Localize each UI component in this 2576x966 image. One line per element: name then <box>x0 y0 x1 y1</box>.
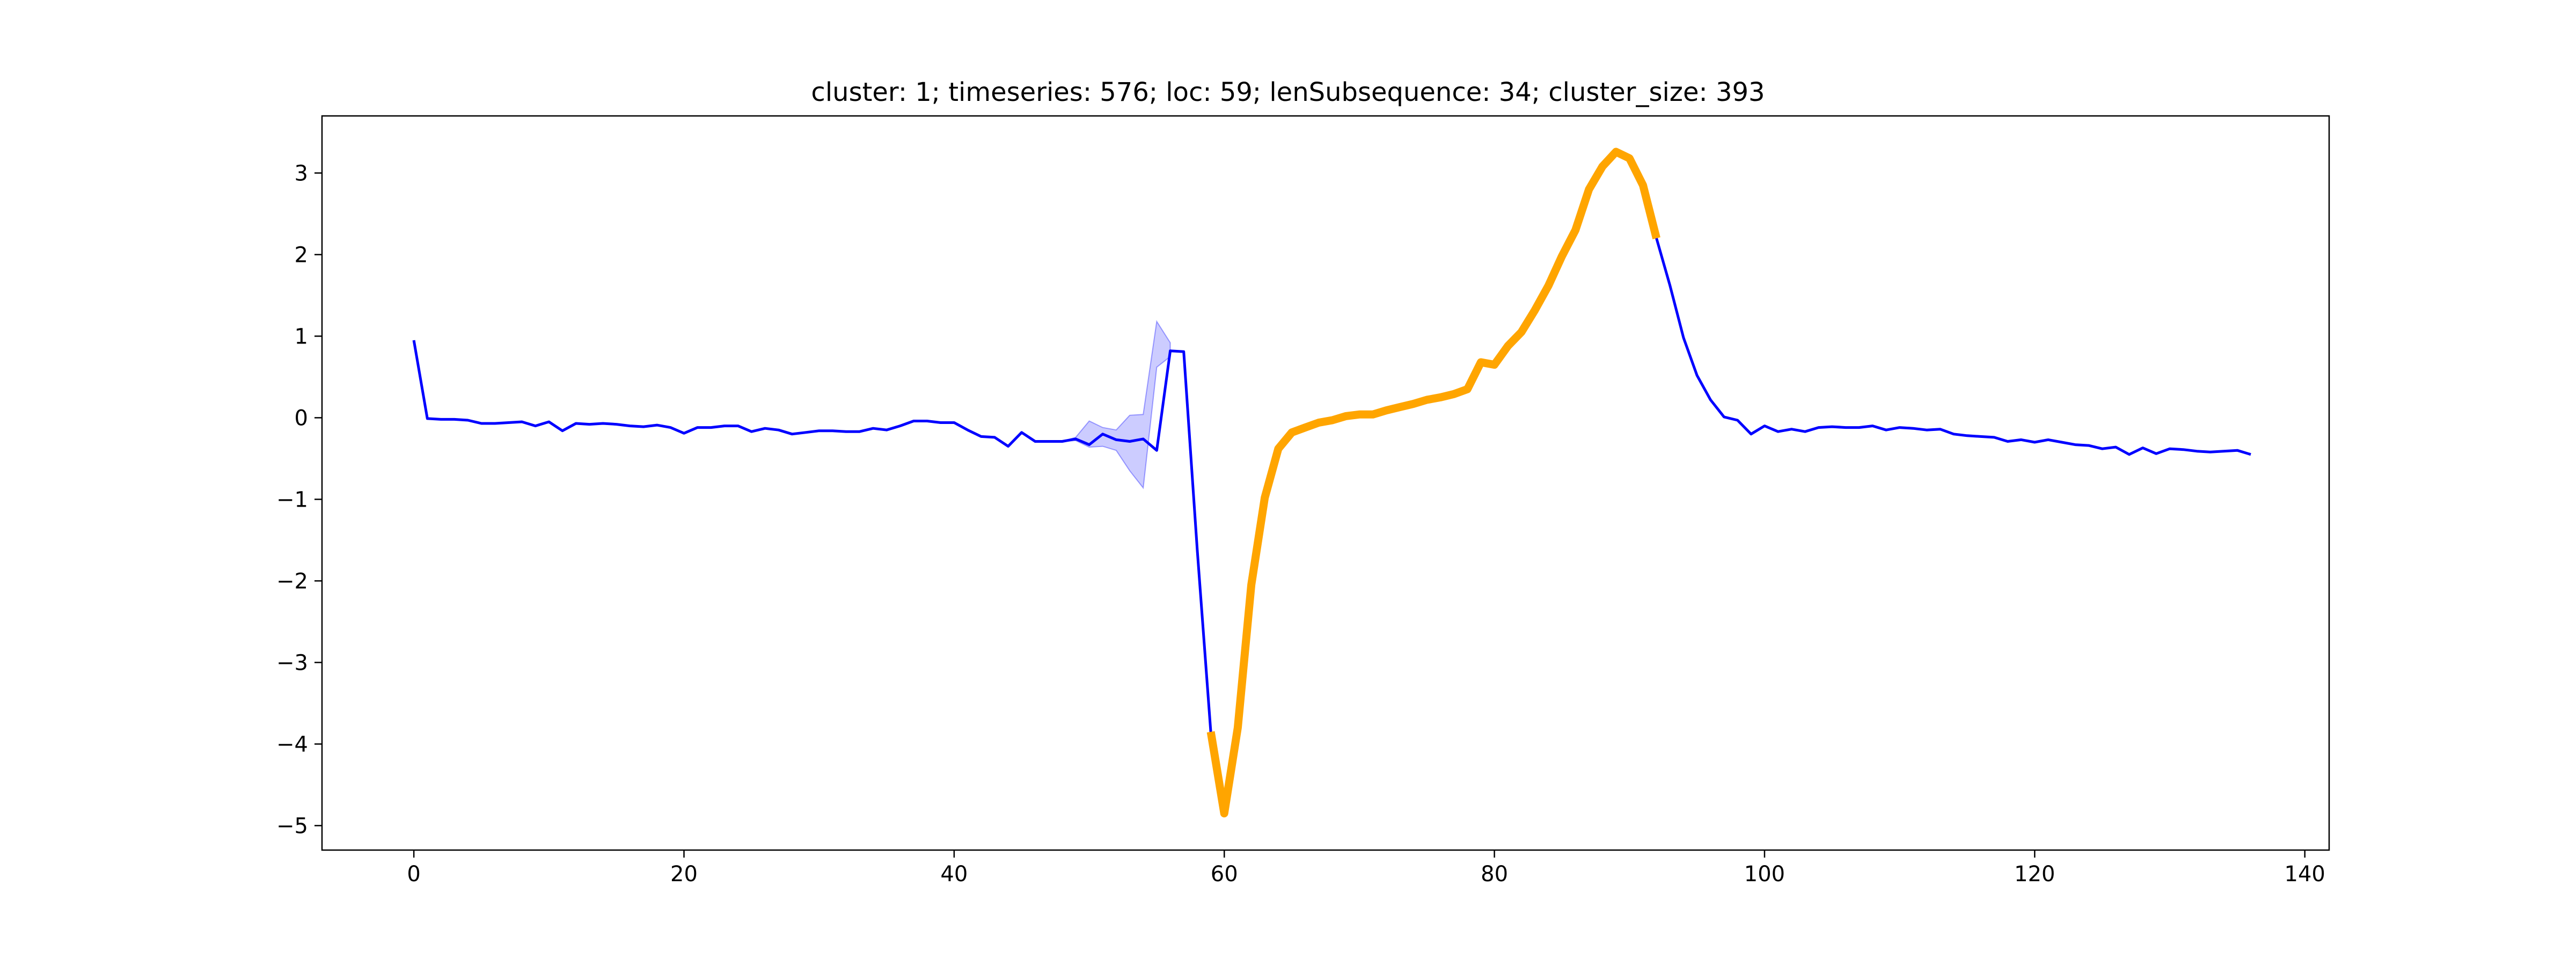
x-tick-label: 140 <box>2285 862 2325 887</box>
y-tick-label: −4 <box>276 732 308 757</box>
x-tick-label: 0 <box>407 862 420 887</box>
y-tick-label: 0 <box>295 406 308 430</box>
axes-frame <box>321 115 2330 851</box>
x-tick-label: 60 <box>1211 862 1238 887</box>
y-tick-label: −5 <box>276 814 308 838</box>
highlight-subsequence-line <box>1206 148 1660 818</box>
y-tick-label: 3 <box>295 161 308 186</box>
x-tick-label: 80 <box>1481 862 1508 887</box>
y-tick-label: −1 <box>276 487 308 512</box>
y-tick-label: −2 <box>276 569 308 594</box>
x-tick-label: 40 <box>940 862 968 887</box>
y-tick-label: 2 <box>295 243 308 267</box>
plot-area: 0 20 40 60 80 100 120 140 −5 −4 −3 −2 −1 0 1 2 3 <box>276 115 2330 887</box>
x-tick-label: 100 <box>1744 862 1785 887</box>
x-tick-label: 20 <box>670 862 698 887</box>
chart-title: cluster: 1; timeseries: 576; loc: 59; le… <box>811 77 1765 107</box>
y-tick-label: 1 <box>295 324 308 349</box>
x-tick-label: 120 <box>2014 862 2055 887</box>
y-tick-label: −3 <box>276 650 308 675</box>
